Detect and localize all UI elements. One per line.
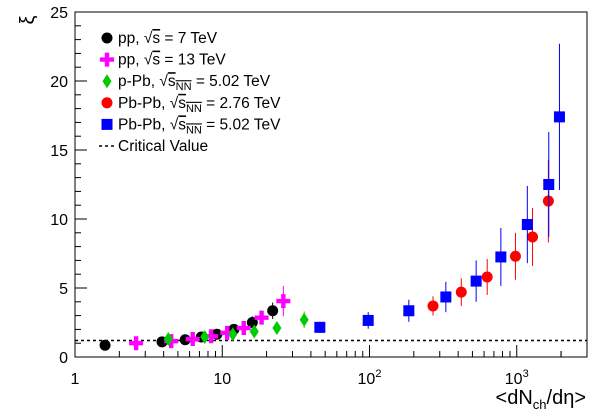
data-point bbox=[163, 332, 173, 347]
data-point bbox=[455, 286, 467, 298]
plot-frame bbox=[74, 11, 588, 358]
legend-entry: Pb-Pb, √sNN = 2.76 TeV bbox=[101, 95, 281, 115]
data-point bbox=[99, 339, 111, 351]
y-axis: 0 5 10 15 20 25 bbox=[50, 5, 87, 367]
data-point bbox=[427, 300, 439, 312]
series-0 bbox=[99, 302, 279, 351]
y-tick-label: 20 bbox=[50, 74, 68, 91]
data-point bbox=[272, 321, 282, 336]
series-4 bbox=[314, 43, 565, 333]
data-point bbox=[440, 291, 452, 303]
data-point bbox=[314, 321, 326, 333]
series-layer bbox=[99, 43, 565, 351]
data-point bbox=[470, 275, 482, 287]
data-point bbox=[228, 327, 238, 342]
legend-label: pp, √s = 13 TeV bbox=[118, 52, 226, 69]
data-point bbox=[129, 336, 144, 351]
data-point bbox=[481, 271, 493, 283]
legend: pp, √s = 7 TeV pp, √s = 13 TeV p-Pb, √sNN … bbox=[99, 30, 281, 155]
y-tick-label: 10 bbox=[50, 212, 68, 229]
legend-marker bbox=[101, 118, 113, 130]
data-point bbox=[220, 325, 235, 340]
legend-entry: pp, √s = 13 TeV bbox=[100, 52, 226, 69]
series-2 bbox=[163, 311, 309, 347]
data-point bbox=[299, 312, 309, 327]
data-point bbox=[527, 231, 539, 243]
data-point bbox=[276, 294, 291, 309]
data-point bbox=[403, 305, 415, 317]
x-axis: 1 10 102 103 bbox=[71, 345, 588, 388]
data-point bbox=[267, 305, 279, 317]
data-point bbox=[521, 219, 533, 231]
y-tick-label: 15 bbox=[50, 143, 68, 160]
legend-entry: Critical Value bbox=[99, 138, 208, 155]
legend-entry: Pb-Pb, √sNN = 5.02 TeV bbox=[101, 116, 281, 136]
legend-marker bbox=[100, 52, 115, 67]
legend-entry: p-Pb, √sNN = 5.02 TeV bbox=[102, 73, 271, 93]
data-point bbox=[249, 324, 259, 339]
data-point bbox=[185, 332, 200, 347]
legend-label: Pb-Pb, √sNN = 2.76 TeV bbox=[118, 95, 281, 115]
data-point bbox=[236, 321, 251, 336]
x-axis-label: <dNch/dη> bbox=[496, 387, 586, 412]
y-tick-label: 0 bbox=[59, 350, 68, 367]
data-point bbox=[362, 314, 374, 326]
x-tick-label: 102 bbox=[358, 368, 382, 388]
y-tick-label: 5 bbox=[59, 281, 68, 298]
legend-label: Pb-Pb, √sNN = 5.02 TeV bbox=[118, 116, 281, 136]
legend-label: pp, √s = 7 TeV bbox=[118, 30, 218, 47]
x-tick-label: 10 bbox=[213, 371, 231, 388]
y-tick-label: 25 bbox=[50, 5, 68, 22]
data-point bbox=[200, 329, 210, 344]
plot-border bbox=[74, 11, 588, 358]
data-point bbox=[553, 111, 565, 123]
x-tick-label: 1 bbox=[71, 371, 80, 388]
legend-label: Critical Value bbox=[118, 138, 208, 155]
y-axis-label: ξ bbox=[17, 15, 39, 24]
legend-marker bbox=[102, 74, 112, 89]
data-point bbox=[254, 310, 269, 325]
data-point bbox=[509, 250, 521, 262]
legend-label: p-Pb, √sNN = 5.02 TeV bbox=[118, 73, 271, 93]
legend-marker bbox=[101, 97, 113, 109]
x-tick-label: 103 bbox=[505, 368, 529, 388]
data-point bbox=[543, 179, 555, 190]
data-point bbox=[495, 251, 507, 263]
data-point bbox=[204, 329, 219, 344]
legend-entry: pp, √s = 7 TeV bbox=[101, 30, 218, 47]
legend-marker bbox=[101, 32, 113, 44]
